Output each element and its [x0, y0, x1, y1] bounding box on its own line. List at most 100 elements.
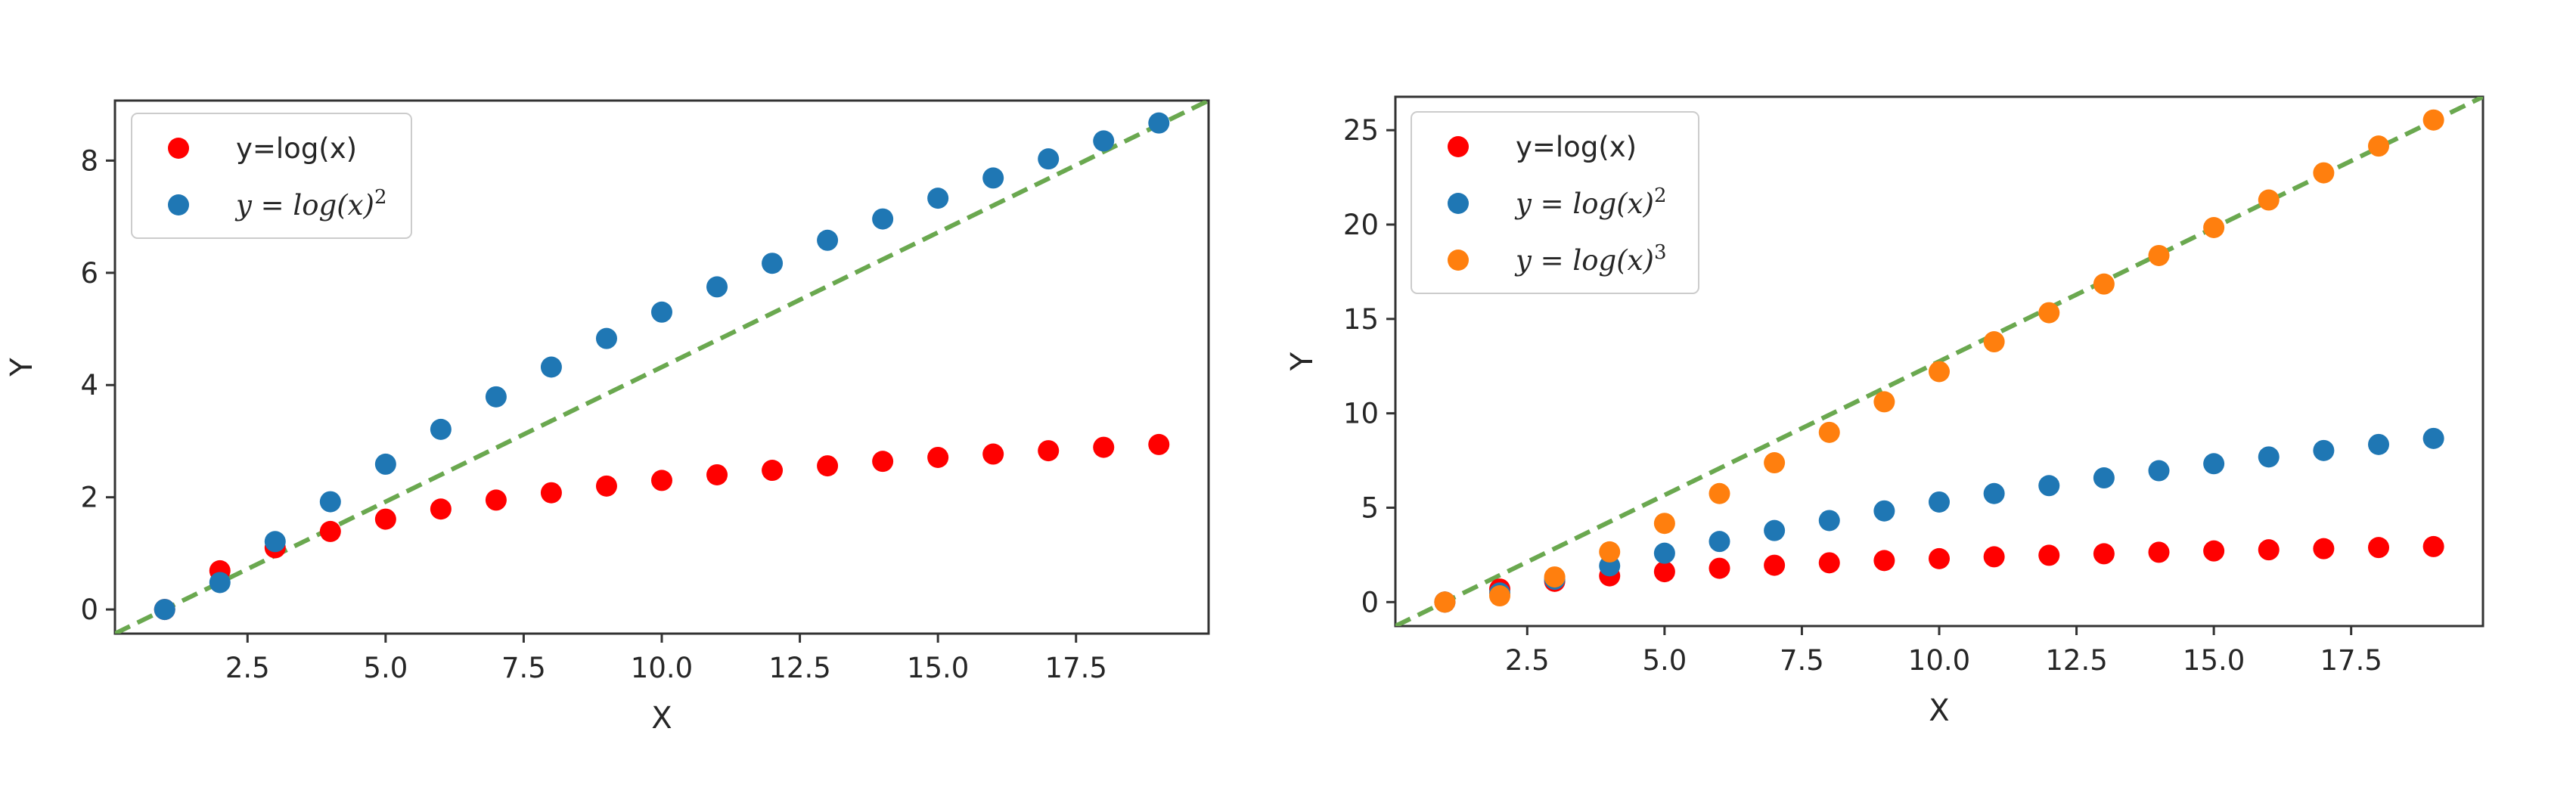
data-point: [595, 475, 617, 497]
x-axis-label: X: [1929, 693, 1949, 728]
data-point: [2368, 433, 2390, 455]
data-point: [2148, 541, 2170, 563]
legend-box: [1411, 111, 1699, 294]
data-point: [2313, 162, 2335, 184]
data-point: [1873, 500, 1895, 522]
legend-label: y = log(x)2: [234, 186, 387, 222]
data-point: [319, 520, 341, 542]
data-point: [2203, 540, 2225, 562]
y-axis-label: Y: [5, 358, 39, 377]
x-tick-label: 10.0: [1908, 644, 1970, 677]
legend-exponent: 2: [374, 186, 387, 209]
y-axis-label: Y: [1285, 352, 1320, 371]
y-tick-label: 0: [1361, 586, 1379, 618]
legend-label: y=log(x): [236, 132, 357, 165]
data-point: [2258, 446, 2280, 468]
chart-left: 2.5 5.0 7.5 10.0 12.5 15.0 17.5 0 2 4 6 8 X Yy=log(x)…: [5, 99, 1210, 736]
data-point: [2258, 189, 2280, 211]
data-point: [1983, 331, 2005, 353]
data-point: [2203, 453, 2225, 475]
y-tick-label: 25: [1343, 114, 1379, 147]
data-point: [374, 453, 396, 475]
y-tick-label: 0: [80, 594, 98, 626]
data-point: [817, 229, 839, 251]
x-tick-label: 2.5: [1505, 644, 1550, 677]
data-point: [1818, 421, 1840, 443]
data-point: [374, 508, 396, 530]
data-point: [1488, 585, 1510, 607]
data-point: [927, 188, 949, 209]
data-point: [1764, 452, 1786, 474]
data-point: [2313, 538, 2335, 560]
data-point: [982, 167, 1004, 189]
x-tick-label: 5.0: [1642, 644, 1687, 677]
x-tick-label: 17.5: [2320, 644, 2382, 677]
data-point: [1764, 554, 1786, 576]
data-point: [2422, 535, 2444, 557]
legend-box: [131, 113, 412, 239]
x-tick-label: 15.0: [2183, 644, 2245, 677]
data-point: [2148, 244, 2170, 266]
data-point: [2258, 539, 2280, 561]
data-point: [1818, 510, 1840, 532]
y-tick-label: 2: [80, 482, 98, 514]
data-point: [430, 498, 452, 520]
data-point: [1544, 566, 1566, 588]
data-point: [817, 455, 839, 477]
data-point: [2313, 439, 2335, 461]
data-point: [1599, 541, 1621, 563]
series-2: [154, 112, 1170, 621]
y-tick-label: 10: [1343, 398, 1379, 430]
data-point: [2422, 109, 2444, 131]
data-point: [1434, 591, 1456, 613]
data-point: [1709, 531, 1730, 553]
data-point: [2038, 475, 2060, 497]
data-point: [1873, 550, 1895, 572]
data-point: [1764, 519, 1786, 541]
data-point: [651, 470, 672, 491]
data-point: [2093, 273, 2115, 295]
data-point: [1709, 482, 1730, 504]
data-point: [1038, 148, 1060, 170]
data-point: [706, 276, 728, 298]
data-point: [1983, 482, 2005, 504]
legend-marker: [1448, 250, 1469, 271]
x-tick-label: 12.5: [2045, 644, 2107, 677]
data-point: [1983, 546, 2005, 568]
legend-marker: [168, 138, 189, 159]
x-tick-label: 2.5: [225, 652, 270, 684]
legend-marker: [1448, 136, 1469, 157]
data-point: [2038, 544, 2060, 566]
y-tick-label: 20: [1343, 209, 1379, 241]
data-point: [1148, 112, 1170, 134]
data-point: [762, 460, 784, 482]
data-point: [1038, 440, 1060, 462]
data-point: [1818, 552, 1840, 574]
data-point: [762, 253, 784, 274]
data-point: [154, 599, 175, 621]
data-point: [1929, 361, 1950, 383]
y-tick-label: 4: [80, 369, 98, 401]
data-point: [1873, 391, 1895, 413]
data-point: [2093, 543, 2115, 565]
x-tick-label: 5.0: [363, 652, 408, 684]
data-point: [209, 572, 231, 594]
data-point: [2203, 217, 2225, 239]
data-point: [540, 356, 562, 378]
y-tick-label: 6: [80, 257, 98, 290]
plot-area: [115, 101, 1209, 634]
legend-label: y = log(x)3: [1514, 241, 1667, 277]
series-1: [154, 433, 1170, 621]
data-point: [872, 451, 894, 473]
data-point: [319, 491, 341, 513]
data-point: [2148, 460, 2170, 482]
legend-label: y=log(x): [1516, 131, 1637, 163]
data-point: [264, 531, 286, 553]
data-point: [1093, 130, 1115, 152]
data-point: [1929, 491, 1950, 513]
data-point: [485, 489, 507, 511]
data-point: [2093, 467, 2115, 489]
reference-line: [115, 101, 1209, 634]
data-point: [706, 463, 728, 485]
data-point: [872, 208, 894, 230]
